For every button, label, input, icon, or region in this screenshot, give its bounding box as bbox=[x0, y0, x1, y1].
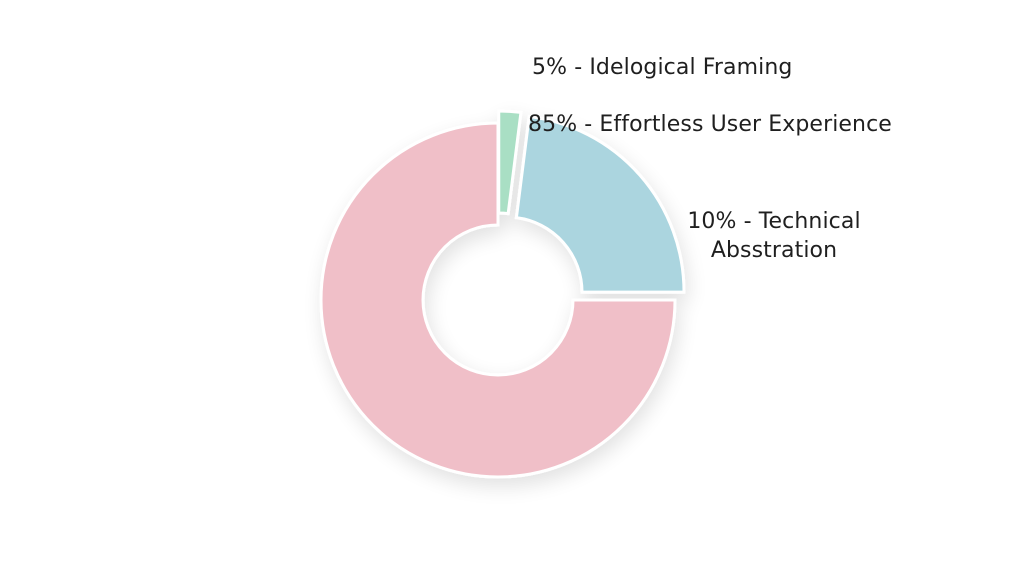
slice-effortless-user-experience bbox=[319, 121, 677, 479]
label-technical-abstraction: 10% - Technical Absstration bbox=[687, 209, 861, 263]
label-effortless-user-experience: 85% - Effortless User Experience bbox=[528, 112, 892, 137]
label-ideological-framing: 5% - Idelogical Framing bbox=[532, 55, 793, 80]
slice-technical-abstraction bbox=[514, 114, 686, 294]
slice-ideological-framing bbox=[497, 109, 523, 216]
